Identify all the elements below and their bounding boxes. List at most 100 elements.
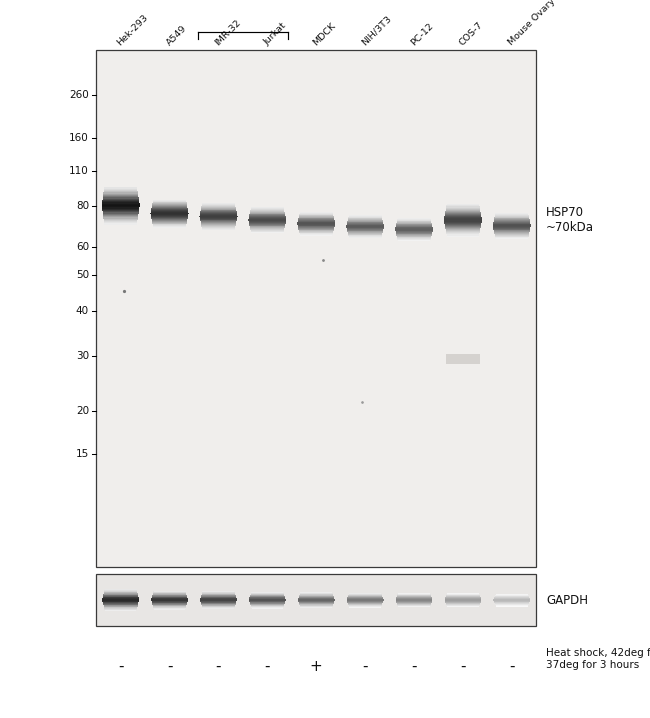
Bar xyxy=(397,219,430,220)
Bar xyxy=(495,215,528,217)
Text: 50: 50 xyxy=(76,270,89,280)
Bar xyxy=(395,227,432,228)
Bar xyxy=(493,226,530,227)
Bar xyxy=(103,197,138,199)
Bar xyxy=(103,195,138,196)
Text: 15: 15 xyxy=(76,449,89,459)
Bar xyxy=(202,226,235,227)
Bar xyxy=(102,206,140,208)
Bar xyxy=(103,215,138,216)
Bar xyxy=(251,230,284,232)
Bar xyxy=(103,597,138,598)
Bar xyxy=(445,229,480,230)
Bar xyxy=(251,231,284,233)
Bar xyxy=(396,226,432,227)
Bar xyxy=(346,227,384,228)
Bar xyxy=(103,211,138,213)
Bar xyxy=(104,222,137,223)
Bar xyxy=(445,210,480,211)
Text: -: - xyxy=(509,659,515,673)
Bar xyxy=(200,218,237,220)
Bar xyxy=(153,223,187,225)
Bar xyxy=(250,210,284,211)
Bar xyxy=(104,190,137,191)
Bar xyxy=(494,218,529,219)
Bar xyxy=(494,221,530,222)
Bar xyxy=(494,230,530,231)
Bar xyxy=(200,216,237,217)
Bar xyxy=(396,234,432,235)
Bar xyxy=(250,226,285,228)
Bar xyxy=(493,225,531,226)
Bar xyxy=(348,215,382,216)
Bar xyxy=(346,224,384,225)
Bar xyxy=(445,228,480,229)
Text: Hek-293: Hek-293 xyxy=(116,13,150,47)
Bar xyxy=(201,208,236,209)
Bar xyxy=(104,593,138,594)
Bar xyxy=(299,215,333,216)
Bar xyxy=(104,607,137,608)
Bar xyxy=(299,231,333,232)
Bar xyxy=(298,227,334,228)
Bar xyxy=(397,220,431,221)
Bar xyxy=(202,203,235,204)
Bar xyxy=(444,218,482,220)
Bar xyxy=(251,208,284,209)
Bar xyxy=(347,220,383,222)
Bar xyxy=(250,227,285,228)
Bar xyxy=(447,204,479,205)
Bar xyxy=(102,208,139,210)
Bar xyxy=(102,200,139,201)
Bar xyxy=(395,229,433,230)
Text: NIH/3T3: NIH/3T3 xyxy=(360,14,393,47)
Bar xyxy=(298,218,334,219)
Bar xyxy=(150,213,188,214)
Bar xyxy=(96,50,536,567)
Bar xyxy=(444,220,482,221)
Bar xyxy=(348,218,382,219)
Text: 60: 60 xyxy=(76,242,89,252)
Bar xyxy=(446,230,480,231)
Bar xyxy=(298,226,335,227)
Bar xyxy=(395,228,433,229)
Bar xyxy=(151,210,188,211)
Bar xyxy=(347,221,383,223)
Bar xyxy=(103,196,138,197)
Bar xyxy=(347,231,383,232)
Bar xyxy=(446,354,480,365)
Bar xyxy=(495,215,528,216)
Text: 20: 20 xyxy=(76,406,89,416)
Text: PC-12: PC-12 xyxy=(409,22,435,47)
Bar xyxy=(250,229,284,230)
Bar xyxy=(103,598,139,599)
Bar xyxy=(103,601,139,602)
Bar xyxy=(447,205,480,207)
Bar xyxy=(103,603,138,604)
Bar xyxy=(348,217,382,218)
Bar xyxy=(446,206,480,208)
Bar xyxy=(104,220,137,221)
Bar xyxy=(445,223,481,225)
Bar xyxy=(395,230,433,231)
Bar xyxy=(250,212,285,213)
Bar xyxy=(250,209,284,210)
Bar xyxy=(152,220,187,222)
Bar xyxy=(103,213,138,215)
Text: Jurkat: Jurkat xyxy=(262,22,288,47)
Bar xyxy=(249,215,285,216)
Bar xyxy=(153,226,186,228)
Bar xyxy=(396,236,432,237)
Bar xyxy=(104,592,137,593)
Bar xyxy=(102,203,140,205)
Bar xyxy=(151,216,188,217)
Bar xyxy=(396,225,432,226)
Bar xyxy=(298,228,334,230)
Bar xyxy=(347,230,383,231)
Bar xyxy=(200,220,237,221)
Bar xyxy=(447,233,480,234)
Bar xyxy=(151,219,187,220)
Bar xyxy=(151,209,188,210)
Bar xyxy=(445,213,481,214)
Bar xyxy=(151,211,188,212)
